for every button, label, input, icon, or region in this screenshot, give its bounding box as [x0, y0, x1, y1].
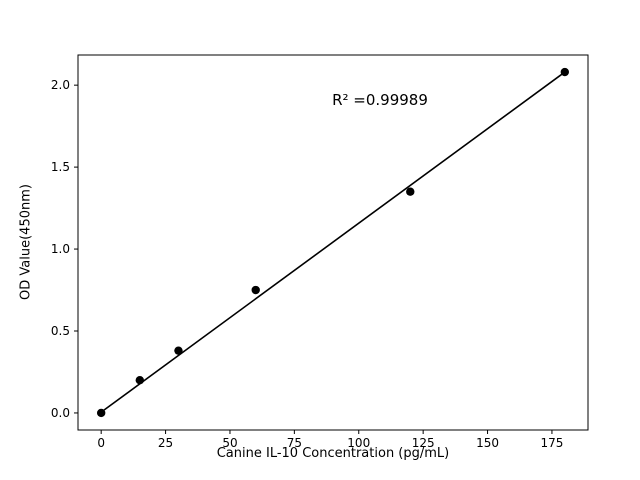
- x-axis: 0 25 50 75 100 125 150 175: [97, 430, 563, 450]
- x-tick-label: 175: [540, 436, 563, 450]
- y-tick-label: 1.0: [51, 242, 70, 256]
- y-axis-label: OD Value(450nm): [18, 184, 34, 300]
- y-axis: 0.0 0.5 1.0 1.5 2.0: [51, 78, 78, 420]
- y-tick-label: 0.5: [51, 324, 70, 338]
- data-point: [406, 187, 415, 196]
- y-tick-label: 1.5: [51, 160, 70, 174]
- plot-border: [77, 54, 589, 431]
- data-points: [96, 67, 570, 418]
- x-tick-label: 25: [158, 436, 173, 450]
- y-tick-label: 0.0: [51, 406, 70, 420]
- data-point: [251, 285, 260, 295]
- x-tick-label: 50: [222, 436, 237, 450]
- x-axis-label: Canine IL-10 Concentration (pg/mL): [216, 446, 450, 461]
- x-tick-label: 125: [412, 436, 435, 450]
- x-tick-label: 75: [287, 436, 302, 450]
- x-tick-label: 150: [476, 436, 499, 450]
- x-tick-label: 100: [347, 436, 370, 450]
- x-tick-label: 0: [97, 436, 105, 450]
- y-tick-label: 2.0: [51, 78, 70, 92]
- r-squared-annotation: R² =0.99989: [332, 91, 428, 109]
- data-point: [174, 346, 183, 355]
- data-point: [135, 375, 145, 385]
- data-point: [96, 408, 106, 418]
- data-point: [560, 67, 570, 77]
- fit-line: [100, 71, 566, 413]
